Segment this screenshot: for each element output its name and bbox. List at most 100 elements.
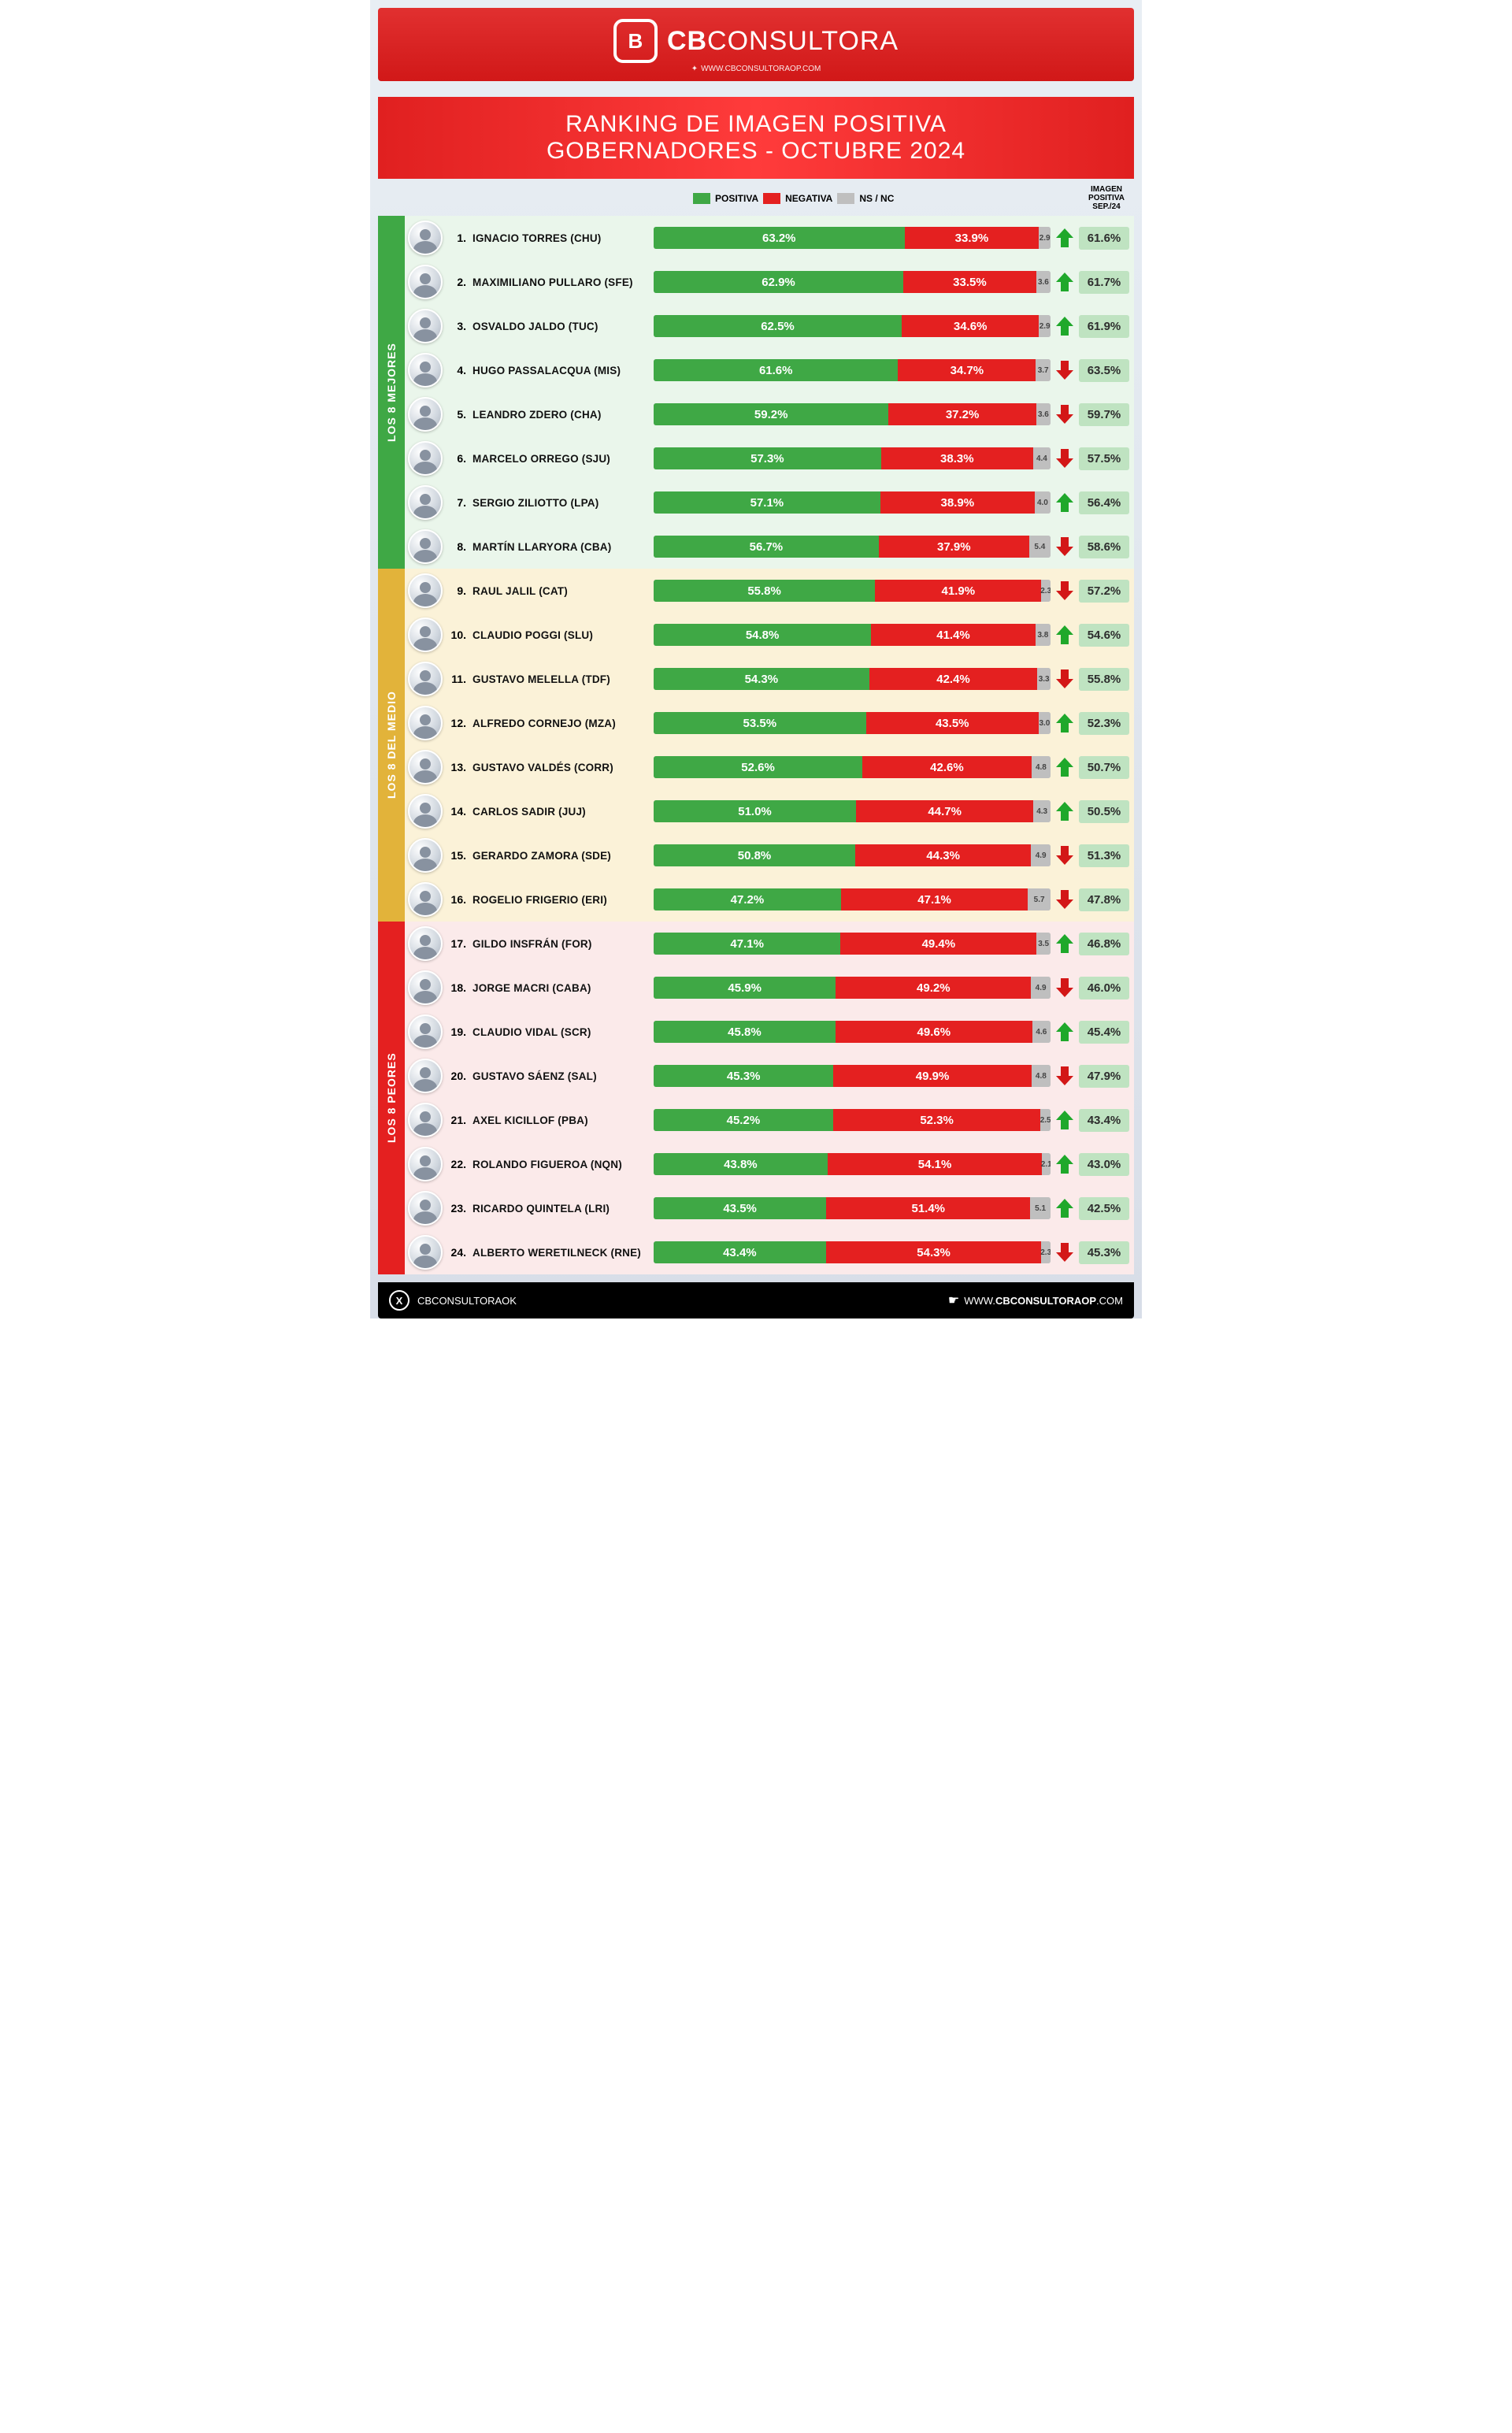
rank-number: 17. bbox=[446, 937, 468, 950]
legend-prev2: POSITIVA bbox=[1079, 194, 1134, 202]
avatar bbox=[408, 970, 443, 1005]
previous-value: 45.3% bbox=[1079, 1241, 1129, 1264]
avatar bbox=[408, 1059, 443, 1093]
rank-number: 10. bbox=[446, 629, 468, 641]
brand-name: CBCONSULTORA bbox=[667, 26, 899, 57]
rank-number: 16. bbox=[446, 893, 468, 906]
bar-segment: 51.4% bbox=[826, 1197, 1030, 1219]
ranking-row: 15.GERARDO ZAMORA (SDE)50.8%44.3%4.951.3… bbox=[405, 833, 1134, 877]
previous-value: 61.6% bbox=[1079, 227, 1129, 250]
bar-segment: 54.1% bbox=[828, 1153, 1043, 1175]
arrow-up-icon bbox=[1054, 933, 1076, 954]
footer-handle: CBCONSULTORAOK bbox=[417, 1295, 517, 1307]
bar-segment: 5.7 bbox=[1028, 888, 1051, 911]
bar-segment: 54.8% bbox=[654, 624, 871, 646]
bar-segment: 2.9 bbox=[1039, 315, 1051, 337]
previous-value: 42.5% bbox=[1079, 1197, 1129, 1220]
bar-segment: 41.9% bbox=[875, 580, 1041, 602]
stacked-bar: 47.2%47.1%5.7 bbox=[654, 888, 1051, 911]
stacked-bar: 45.8%49.6%4.6 bbox=[654, 1021, 1051, 1043]
bar-segment: 33.9% bbox=[905, 227, 1040, 249]
previous-value: 43.4% bbox=[1079, 1109, 1129, 1132]
governor-name: ALBERTO WERETILNECK (RNE) bbox=[471, 1247, 650, 1259]
rank-number: 14. bbox=[446, 805, 468, 818]
legend: POSITIVA NEGATIVA NS / NC IMAGEN POSITIV… bbox=[378, 185, 1134, 211]
group-rows: 17.GILDO INSFRÁN (FOR)47.1%49.4%3.546.8%… bbox=[405, 922, 1134, 1274]
stacked-bar: 47.1%49.4%3.5 bbox=[654, 933, 1051, 955]
group-label: LOS 8 PEORES bbox=[378, 922, 405, 1274]
brand-banner: B CBCONSULTORA ✦ WWW.CBCONSULTORAOP.COM bbox=[378, 8, 1134, 81]
avatar bbox=[408, 397, 443, 432]
bar-segment: 41.4% bbox=[871, 624, 1036, 646]
ranking-row: 11.GUSTAVO MELELLA (TDF)54.3%42.4%3.355.… bbox=[405, 657, 1134, 701]
bar-segment: 62.5% bbox=[654, 315, 902, 337]
stacked-bar: 56.7%37.9%5.4 bbox=[654, 536, 1051, 558]
avatar bbox=[408, 529, 443, 564]
avatar bbox=[408, 1103, 443, 1137]
group-label: LOS 8 MEJORES bbox=[378, 216, 405, 569]
stacked-bar: 62.5%34.6%2.9 bbox=[654, 315, 1051, 337]
previous-value: 56.4% bbox=[1079, 491, 1129, 514]
brand-logo-icon: B bbox=[613, 19, 658, 63]
stacked-bar: 57.3%38.3%4.4 bbox=[654, 447, 1051, 469]
bar-segment: 53.5% bbox=[654, 712, 866, 734]
arrow-down-icon bbox=[1054, 1066, 1076, 1086]
bar-segment: 57.1% bbox=[654, 491, 880, 514]
avatar bbox=[408, 353, 443, 388]
bar-segment: 3.7 bbox=[1036, 359, 1051, 381]
stacked-bar: 54.8%41.4%3.8 bbox=[654, 624, 1051, 646]
bar-segment: 44.3% bbox=[855, 844, 1031, 866]
ranking-row: 13.GUSTAVO VALDÉS (CORR)52.6%42.6%4.850.… bbox=[405, 745, 1134, 789]
ranking-row: 20.GUSTAVO SÁENZ (SAL)45.3%49.9%4.847.9% bbox=[405, 1054, 1134, 1098]
bar-segment: 42.4% bbox=[869, 668, 1038, 690]
bar-segment: 4.8 bbox=[1032, 1065, 1051, 1087]
previous-value: 58.6% bbox=[1079, 536, 1129, 558]
arrow-up-icon bbox=[1054, 1154, 1076, 1174]
stacked-bar: 55.8%41.9%2.3 bbox=[654, 580, 1051, 602]
stacked-bar: 43.8%54.1%2.1 bbox=[654, 1153, 1051, 1175]
governor-name: RAUL JALIL (CAT) bbox=[471, 585, 650, 597]
avatar bbox=[408, 485, 443, 520]
bar-segment: 4.3 bbox=[1033, 800, 1051, 822]
bar-segment: 47.2% bbox=[654, 888, 841, 911]
footer-site-suffix: .COM bbox=[1096, 1295, 1123, 1307]
bar-segment: 56.7% bbox=[654, 536, 879, 558]
bar-segment: 45.2% bbox=[654, 1109, 833, 1131]
governor-name: JORGE MACRI (CABA) bbox=[471, 982, 650, 994]
ranking-row: 12.ALFREDO CORNEJO (MZA)53.5%43.5%3.052.… bbox=[405, 701, 1134, 745]
rank-number: 4. bbox=[446, 364, 468, 376]
bar-segment: 62.9% bbox=[654, 271, 903, 293]
previous-value: 57.5% bbox=[1079, 447, 1129, 470]
avatar bbox=[408, 221, 443, 255]
bar-segment: 5.1 bbox=[1030, 1197, 1051, 1219]
bar-segment: 5.4 bbox=[1029, 536, 1051, 558]
governor-name: AXEL KICILLOF (PBA) bbox=[471, 1115, 650, 1126]
bar-segment: 49.4% bbox=[840, 933, 1036, 955]
avatar bbox=[408, 1147, 443, 1181]
previous-value: 43.0% bbox=[1079, 1153, 1129, 1176]
bar-segment: 52.6% bbox=[654, 756, 862, 778]
bar-segment: 2.1 bbox=[1042, 1153, 1051, 1175]
bar-segment: 2.5 bbox=[1040, 1109, 1051, 1131]
group-mid: LOS 8 DEL MEDIO9.RAUL JALIL (CAT)55.8%41… bbox=[378, 569, 1134, 922]
ranking-table: LOS 8 MEJORES1.IGNACIO TORRES (CHU)63.2%… bbox=[378, 216, 1134, 1274]
stacked-bar: 51.0%44.7%4.3 bbox=[654, 800, 1051, 822]
group-worst: LOS 8 PEORES 17.GILDO INSFRÁN (FOR) 47.1%4… bbox=[378, 922, 1134, 1274]
bar-segment: 47.1% bbox=[841, 888, 1028, 911]
stacked-bar: 45.2%52.3%2.5 bbox=[654, 1109, 1051, 1131]
group-rows: 9.RAUL JALIL (CAT)55.8%41.9%2.357.2%10.C… bbox=[405, 569, 1134, 922]
governor-name: MAXIMILIANO PULLARO (SFE) bbox=[471, 276, 650, 288]
bar-segment: 2.3 bbox=[1041, 580, 1051, 602]
bar-segment: 59.2% bbox=[654, 403, 888, 425]
bar-segment: 3.6 bbox=[1036, 403, 1051, 425]
bar-segment: 3.8 bbox=[1036, 624, 1051, 646]
avatar bbox=[408, 1235, 443, 1270]
governor-name: GILDO INSFRÁN (FOR) bbox=[471, 938, 650, 950]
ranking-row: 8.MARTÍN LLARYORA (CBA)56.7%37.9%5.458.6… bbox=[405, 525, 1134, 569]
arrow-down-icon bbox=[1054, 669, 1076, 689]
previous-value: 57.2% bbox=[1079, 580, 1129, 603]
bar-segment: 49.2% bbox=[836, 977, 1031, 999]
bar-segment: 4.4 bbox=[1033, 447, 1051, 469]
rank-number: 24. bbox=[446, 1246, 468, 1259]
bar-segment: 37.9% bbox=[879, 536, 1029, 558]
